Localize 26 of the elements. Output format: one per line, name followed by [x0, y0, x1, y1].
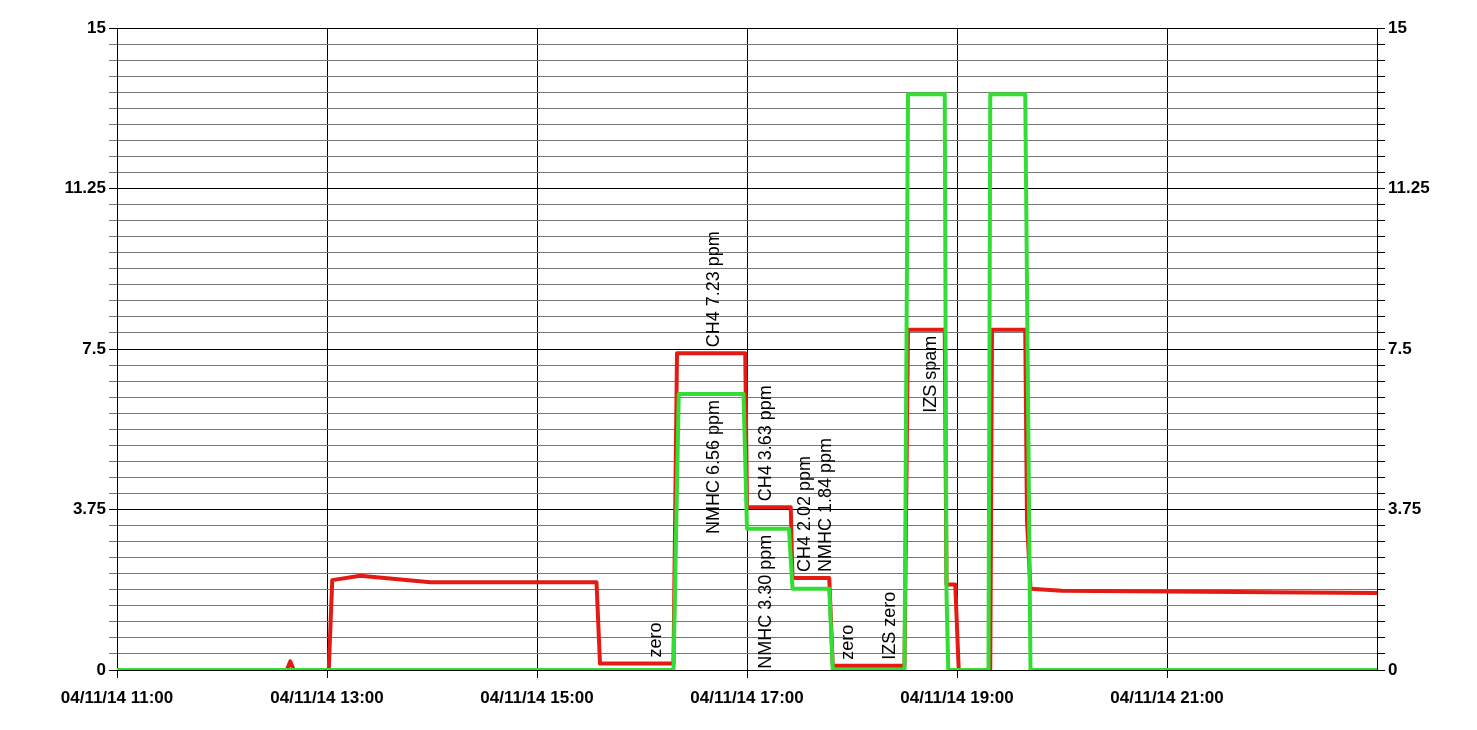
annotation: IZS spam	[919, 335, 940, 413]
x-tick-label: 04/11/14 11:00	[60, 687, 174, 707]
annotation: CH4 7.23 ppm	[702, 231, 723, 348]
y-tick-label: 7.5	[82, 338, 106, 358]
annotation: NMHC 3.30 ppm	[755, 534, 776, 669]
y-tick-label: 11.25	[64, 178, 106, 198]
annotation: NMHC 1.84 ppm	[814, 437, 835, 572]
x-tick-label: 04/11/14 13:00	[270, 687, 384, 707]
x-tick-label: 04/11/14 15:00	[480, 687, 594, 707]
x-tick-label: 04/11/14 21:00	[1110, 687, 1224, 707]
y2-tick-label: 0	[1388, 659, 1398, 679]
y2-tick-label: 7.5	[1388, 338, 1412, 358]
annotation: CH4 3.63 ppm	[755, 385, 776, 502]
annotation: NMHC 6.56 ppm	[702, 399, 723, 534]
y-tick-label: 0	[96, 659, 106, 679]
annotation: IZS zero	[879, 591, 900, 660]
y-tick-label: 3.75	[72, 499, 106, 519]
x-tick-label: 04/11/14 19:00	[900, 687, 1014, 707]
y2-tick-label: 3.75	[1388, 499, 1422, 519]
annotation: zero	[837, 624, 858, 660]
annotation: CH4 2.02 ppm	[793, 455, 814, 572]
y2-tick-label: 15	[1388, 17, 1407, 37]
annotation: zero	[644, 622, 665, 658]
y-tick-label: 15	[87, 17, 106, 37]
y2-tick-label: 11.25	[1388, 178, 1430, 198]
x-tick-label: 04/11/14 17:00	[690, 687, 804, 707]
